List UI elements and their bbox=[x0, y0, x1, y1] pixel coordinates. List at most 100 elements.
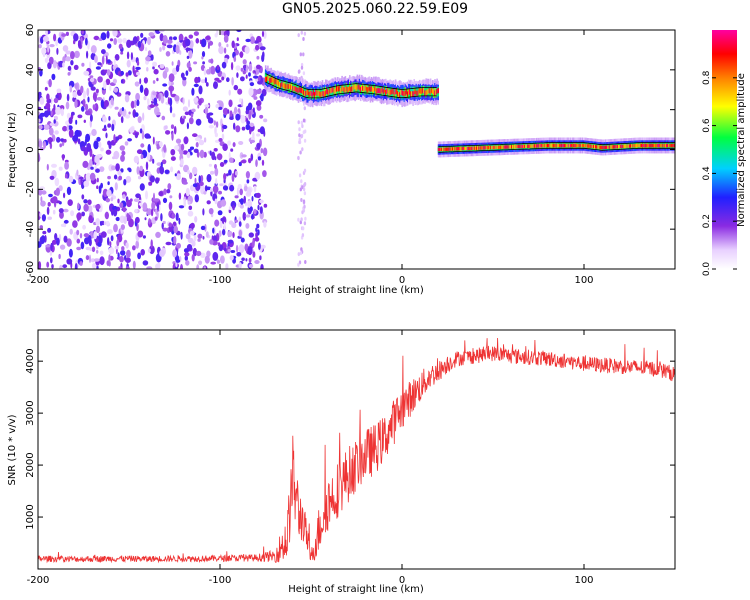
noise-cell bbox=[168, 222, 172, 228]
band-cell bbox=[622, 144, 624, 149]
band-cell bbox=[474, 146, 477, 150]
noise-cell bbox=[175, 138, 182, 144]
noise-cell bbox=[259, 255, 262, 261]
band-cell bbox=[651, 143, 654, 148]
band-cell bbox=[424, 90, 426, 96]
band-cell bbox=[555, 143, 558, 148]
band-cell bbox=[580, 143, 583, 148]
noise-cell bbox=[228, 99, 233, 108]
noise-cell bbox=[223, 173, 227, 181]
noise-cell bbox=[134, 99, 137, 108]
noise-cell bbox=[193, 83, 199, 88]
band-cell bbox=[275, 79, 278, 85]
noise-cell bbox=[193, 31, 199, 36]
noise-cell bbox=[196, 151, 200, 158]
band-cell bbox=[319, 91, 322, 97]
noise-cell bbox=[60, 138, 65, 142]
noise-cell bbox=[161, 222, 164, 230]
noise-cell bbox=[174, 173, 177, 177]
noise-cell bbox=[175, 44, 180, 54]
band-cell bbox=[345, 85, 348, 92]
band-cell bbox=[330, 88, 332, 94]
noise-cell bbox=[221, 76, 225, 81]
noise-cell bbox=[83, 203, 89, 212]
noise-cell bbox=[194, 137, 201, 142]
band-cell bbox=[530, 144, 533, 148]
noise-cell bbox=[117, 170, 122, 176]
noise-cell bbox=[155, 208, 158, 215]
noise-cell bbox=[212, 185, 219, 193]
noise-cell bbox=[202, 208, 205, 216]
noise-cell bbox=[201, 38, 207, 48]
noise-cell bbox=[208, 208, 214, 215]
noise-cell bbox=[134, 132, 139, 139]
noise-cell bbox=[44, 57, 49, 63]
y-tick-label: -60 bbox=[25, 261, 36, 277]
noise-cell bbox=[86, 87, 90, 97]
band-cell bbox=[405, 89, 408, 95]
streak-cell bbox=[301, 185, 304, 190]
noise-cell bbox=[47, 216, 52, 220]
noise-cell bbox=[167, 96, 170, 105]
band-cell bbox=[466, 146, 468, 151]
streak-cell bbox=[300, 217, 303, 222]
noise-cell bbox=[46, 261, 50, 268]
streak-cell bbox=[298, 173, 302, 178]
band-cell bbox=[600, 145, 603, 150]
noise-cell bbox=[234, 195, 239, 199]
noise-cell bbox=[145, 190, 148, 200]
band-cell bbox=[583, 143, 585, 148]
noise-cell bbox=[158, 30, 165, 33]
noise-cell bbox=[83, 119, 87, 124]
noise-cell bbox=[187, 99, 191, 108]
noise-cell bbox=[204, 104, 210, 108]
band-cell bbox=[317, 90, 319, 96]
noise-cell bbox=[245, 64, 248, 73]
noise-cell bbox=[194, 194, 199, 203]
noise-cell bbox=[64, 173, 68, 179]
noise-cell bbox=[152, 136, 155, 145]
noise-cell bbox=[243, 195, 246, 204]
band-cell bbox=[630, 144, 632, 148]
band-cell bbox=[314, 92, 316, 98]
noise-cell bbox=[137, 230, 144, 238]
noise-cell bbox=[62, 154, 65, 161]
noise-cell bbox=[239, 51, 244, 58]
noise-cell bbox=[173, 125, 177, 135]
band-cell bbox=[464, 146, 466, 151]
streak-cell bbox=[302, 52, 305, 57]
noise-cell bbox=[115, 216, 120, 222]
noise-cell bbox=[189, 172, 193, 180]
noise-cell bbox=[39, 225, 43, 229]
noise-cell bbox=[210, 261, 216, 265]
band-cell bbox=[499, 145, 501, 149]
noise-cell bbox=[162, 220, 166, 225]
noise-cell bbox=[70, 51, 75, 60]
noise-cell bbox=[170, 81, 174, 86]
noise-cell bbox=[46, 163, 49, 171]
band-cell bbox=[351, 86, 353, 92]
noise-cell bbox=[212, 251, 219, 261]
noise-cell bbox=[155, 231, 161, 238]
noise-cell bbox=[228, 169, 232, 176]
noise-cell bbox=[188, 34, 194, 39]
band-cell bbox=[478, 146, 480, 150]
noise-cell bbox=[85, 37, 88, 46]
noise-cell bbox=[126, 213, 130, 219]
band-cell bbox=[486, 146, 489, 150]
noise-cell bbox=[132, 245, 136, 251]
noise-cell bbox=[74, 129, 81, 138]
band-cell bbox=[432, 88, 434, 94]
noise-cell bbox=[53, 104, 56, 110]
band-cell bbox=[338, 86, 340, 92]
band-cell bbox=[386, 88, 388, 94]
noise-cell bbox=[140, 154, 144, 160]
noise-cell bbox=[248, 87, 254, 97]
band-cell bbox=[668, 143, 670, 148]
band-cell bbox=[299, 87, 302, 93]
noise-cell bbox=[63, 208, 69, 213]
band-cell bbox=[494, 145, 497, 150]
noise-cell bbox=[149, 245, 155, 255]
band-cell bbox=[437, 87, 439, 94]
noise-cell bbox=[251, 195, 254, 202]
